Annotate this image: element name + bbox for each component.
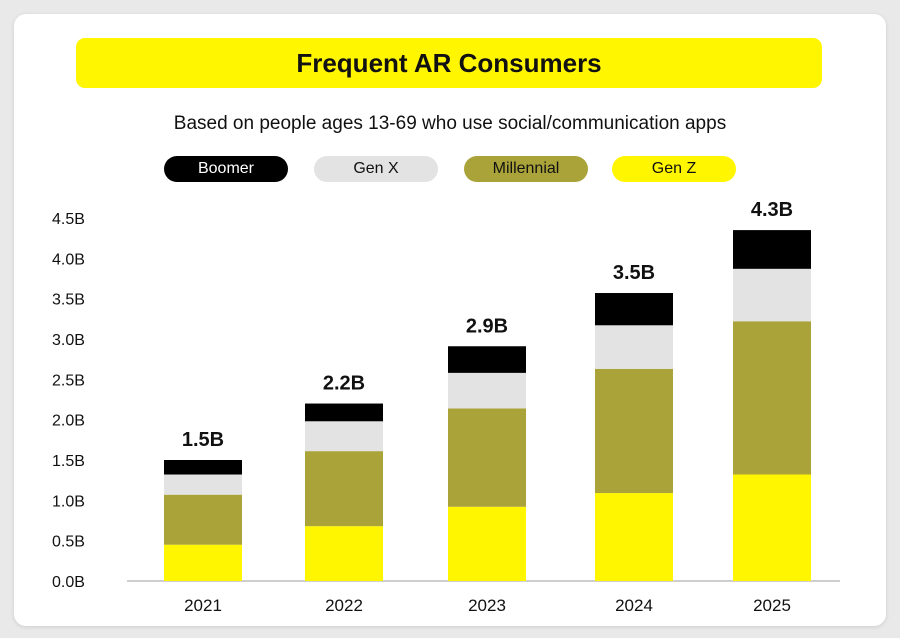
y-tick-label: 0.0B — [52, 574, 85, 591]
bar-segment-gen-x-2024 — [595, 325, 673, 369]
legend-item-boomer: Boomer — [164, 156, 288, 182]
legend-item-millennial: Millennial — [464, 156, 588, 182]
bar-segment-millennial-2022 — [305, 451, 383, 527]
data-label-total-2022: 2.2B — [323, 373, 365, 395]
bar-segment-boomer-2025 — [733, 230, 811, 269]
data-label-total-2021: 1.5B — [182, 429, 224, 451]
y-tick-label: 2.5B — [52, 372, 85, 389]
y-tick-label: 3.0B — [52, 332, 85, 349]
bar-segment-boomer-2021 — [164, 460, 242, 475]
data-label-total-2023: 2.9B — [466, 315, 508, 337]
chart-title: Frequent AR Consumers — [296, 47, 602, 78]
x-tick-label-2024: 2024 — [615, 596, 653, 615]
bar-segment-millennial-2025 — [733, 321, 811, 475]
legend-label-millennial: Millennial — [492, 160, 560, 177]
bar-segment-boomer-2024 — [595, 293, 673, 326]
legend-label-genx: Gen X — [353, 160, 399, 177]
legend-label-genz: Gen Z — [651, 160, 697, 177]
bar-segment-millennial-2023 — [448, 408, 526, 507]
y-tick-label: 4.5B — [52, 211, 85, 228]
bar-segment-millennial-2024 — [595, 368, 673, 494]
bar-segment-gen-x-2022 — [305, 421, 383, 452]
y-tick-label: 1.5B — [52, 453, 85, 470]
bar-segment-gen-x-2025 — [733, 268, 811, 322]
bar-segment-gen-z-2023 — [448, 506, 526, 581]
bar-segment-gen-z-2025 — [733, 474, 811, 581]
x-tick-label-2023: 2023 — [468, 596, 506, 615]
bar-segment-gen-z-2021 — [164, 544, 242, 581]
bar-segment-boomer-2023 — [448, 346, 526, 373]
y-tick-label: 1.0B — [52, 493, 85, 510]
chart-subtitle: Based on people ages 13-69 who use socia… — [173, 113, 727, 134]
bar-segment-boomer-2022 — [305, 403, 383, 422]
y-tick-label: 0.5B — [52, 534, 85, 551]
legend-label-boomer: Boomer — [197, 160, 255, 177]
y-tick-label: 4.0B — [52, 251, 85, 268]
data-label-total-2024: 3.5B — [613, 262, 655, 284]
bar-segment-gen-z-2022 — [305, 526, 383, 581]
y-tick-label: 2.0B — [52, 413, 85, 430]
legend-item-genz: Gen Z — [612, 156, 736, 182]
title-banner: Frequent AR Consumers — [76, 38, 822, 88]
x-tick-label-2022: 2022 — [325, 596, 363, 615]
bar-segment-millennial-2021 — [164, 494, 242, 545]
data-label-total-2025: 4.3B — [751, 199, 793, 221]
legend-item-genx: Gen X — [314, 156, 438, 182]
x-tick-label-2025: 2025 — [753, 596, 791, 615]
bar-segment-gen-x-2023 — [448, 372, 526, 409]
legend: Boomer Gen X Millennial Gen Z — [14, 156, 886, 184]
bar-segment-gen-z-2024 — [595, 493, 673, 581]
y-tick-label: 3.5B — [52, 292, 85, 309]
x-tick-label-2021: 2021 — [184, 596, 222, 615]
bar-segment-gen-x-2021 — [164, 474, 242, 495]
